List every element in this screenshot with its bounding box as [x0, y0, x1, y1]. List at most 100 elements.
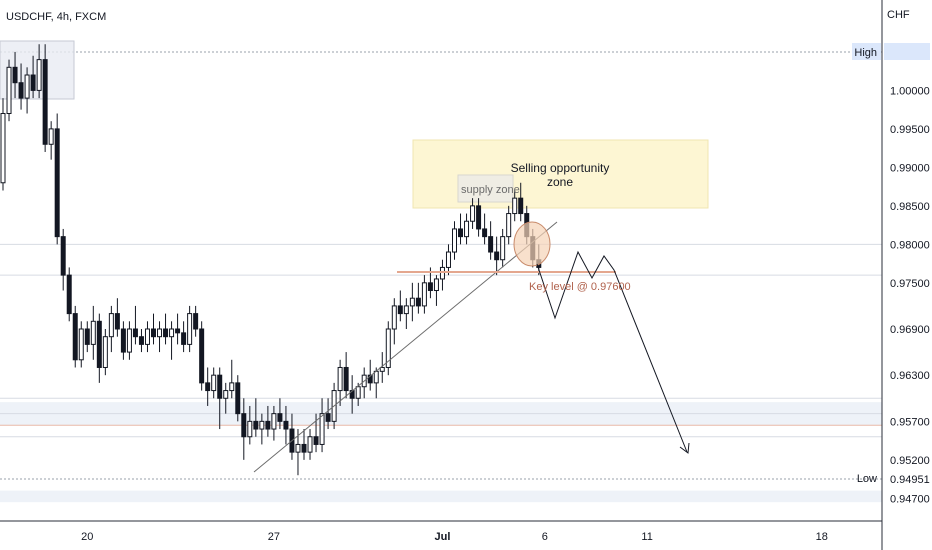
candle-body	[54, 128, 60, 238]
candle-body	[36, 59, 42, 91]
candle	[157, 321, 163, 353]
candle-body	[114, 313, 120, 330]
candle	[391, 298, 397, 345]
price-tick-label: 0.98000	[890, 239, 930, 251]
candle-body	[464, 220, 470, 238]
candle	[247, 405, 253, 445]
candle	[144, 321, 150, 353]
time-axis[interactable]: 2027Jul6111825Aug	[81, 531, 932, 543]
time-tick-label: 20	[81, 531, 93, 543]
candle	[102, 328, 108, 376]
candle	[181, 321, 187, 353]
candle	[464, 213, 470, 245]
time-tick-label: 6	[542, 531, 548, 543]
candle	[169, 321, 175, 360]
price-tick-label: 0.97500	[890, 278, 930, 290]
price-tick-label: 0.99000	[890, 162, 930, 174]
candle	[126, 321, 132, 360]
candle	[114, 298, 120, 337]
time-tick-label: 18	[816, 531, 828, 543]
candle	[223, 382, 229, 414]
candle-body	[66, 274, 72, 315]
candle-body	[120, 328, 126, 353]
candle-body	[169, 328, 175, 338]
candle	[18, 63, 24, 110]
candle-body	[319, 413, 325, 445]
candle	[277, 398, 283, 430]
candle-body	[205, 382, 211, 392]
candle-body	[84, 328, 90, 345]
candle	[265, 405, 271, 437]
candle-body	[24, 74, 30, 99]
candle-body	[518, 197, 524, 215]
symbol-title: USDCHF, 4h, FXCM	[6, 11, 106, 23]
candle-body	[397, 305, 403, 315]
candle-body	[421, 282, 427, 307]
candle	[470, 198, 476, 229]
candle-body	[494, 251, 500, 261]
candle	[337, 359, 343, 406]
candle-body	[307, 436, 313, 453]
candle-body	[439, 266, 445, 280]
candle-body	[301, 443, 307, 453]
support-band	[0, 490, 882, 503]
candle-body	[295, 443, 301, 453]
candle-body	[482, 228, 488, 238]
price-tick-label: 0.94700	[890, 493, 930, 505]
candle-body	[403, 305, 409, 315]
candle-body	[379, 366, 385, 372]
candle-body	[433, 278, 439, 292]
candle	[54, 113, 60, 245]
selling-zone-label-line1: Selling opportunity	[511, 161, 610, 175]
candle-body	[325, 413, 331, 422]
candle-body	[90, 320, 96, 345]
projection-arrowhead	[679, 442, 690, 454]
candle	[193, 305, 199, 337]
candle	[235, 375, 241, 422]
candle	[199, 321, 205, 391]
candle-body	[144, 328, 150, 345]
candle	[241, 398, 247, 460]
price-tick-label: 0.95200	[890, 455, 930, 467]
candle	[217, 367, 223, 430]
candle-body	[476, 205, 482, 230]
candle	[482, 213, 488, 245]
candle	[66, 267, 72, 322]
candle	[90, 305, 96, 360]
candle-body	[283, 420, 289, 430]
candle	[494, 236, 500, 276]
price-tick-label: 0.99500	[890, 124, 930, 136]
candle-body	[445, 251, 451, 268]
candle	[421, 275, 427, 314]
candle-body	[337, 366, 343, 392]
candle	[403, 298, 409, 329]
candle-body	[108, 313, 114, 338]
candle	[6, 59, 12, 122]
candle	[78, 321, 84, 368]
candle	[409, 282, 415, 322]
candle-body	[42, 59, 48, 145]
candle	[229, 359, 235, 399]
time-tick-label: 27	[268, 531, 280, 543]
candle	[42, 44, 48, 152]
candle	[313, 413, 319, 453]
candle-body	[151, 328, 156, 338]
candle-body	[265, 420, 271, 430]
retest-circle	[513, 221, 551, 267]
candle	[325, 398, 331, 430]
supply-zone-box	[457, 174, 514, 203]
candle-body	[367, 374, 373, 384]
candle-body	[427, 282, 433, 292]
candle-body	[78, 328, 84, 361]
price-tick-label: 0.98500	[890, 201, 930, 213]
price-axis[interactable]: 1.004991.000000.995000.990000.985000.980…	[890, 47, 930, 505]
candle-body	[60, 236, 66, 276]
candle-body	[193, 313, 199, 330]
candle	[445, 244, 451, 276]
low-label: Low	[857, 473, 877, 485]
candle-body	[157, 328, 163, 338]
candle-body	[313, 436, 319, 445]
candle	[301, 429, 307, 460]
candle-body	[126, 328, 132, 353]
